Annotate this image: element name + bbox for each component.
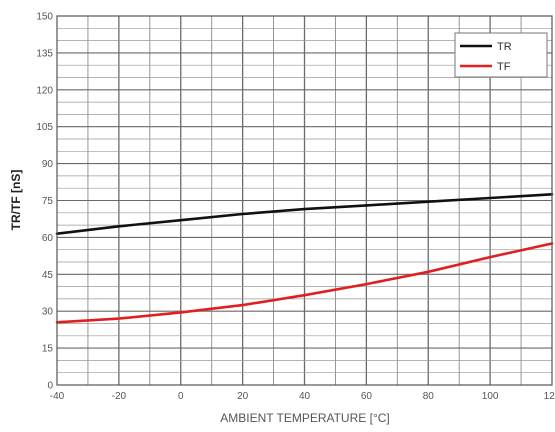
x-tick-label: 80: [423, 391, 435, 402]
x-tick-label: -40: [50, 391, 65, 402]
legend-label-tr: TR: [497, 41, 512, 53]
x-tick-label: -20: [112, 391, 127, 402]
y-tick-labels: 0 15 30 45 60 75 90 105 120 135 150: [36, 12, 53, 392]
series-line-tr: [55, 193, 554, 235]
y-tick-label: 75: [42, 196, 54, 207]
x-tick-label: 120: [544, 391, 555, 402]
y-tick-label: 135: [36, 48, 53, 59]
x-axis-title: AMBIENT TEMPERATURE [°C]: [220, 411, 390, 425]
x-tick-label: 0: [178, 391, 184, 402]
plot-frame: [56, 15, 553, 386]
y-tick-label: 45: [42, 270, 54, 281]
legend-label-tf: TF: [497, 61, 511, 73]
y-tick-label: 90: [42, 159, 54, 170]
y-tick-label: 15: [42, 344, 54, 355]
series-line-tf: [55, 242, 554, 324]
y-tick-label: 120: [36, 85, 53, 96]
y-tick-label: 30: [42, 307, 54, 318]
x-tick-labels: -40 -20 0 20 40 60 80 100 120: [50, 391, 555, 402]
x-tick-label: 100: [482, 391, 499, 402]
y-tick-label: 60: [42, 233, 54, 244]
x-tick-label: 20: [237, 391, 249, 402]
y-tick-label: 105: [36, 122, 53, 133]
y-tick-label: 0: [47, 381, 53, 392]
x-tick-label: 60: [361, 391, 373, 402]
x-tick-label: 40: [299, 391, 311, 402]
series-lines: [55, 193, 554, 324]
y-axis-title: TR/TF [nS]: [9, 170, 23, 231]
legend: TR TF: [454, 32, 548, 78]
legend-box: [454, 32, 548, 78]
y-tick-label: 150: [36, 12, 53, 23]
